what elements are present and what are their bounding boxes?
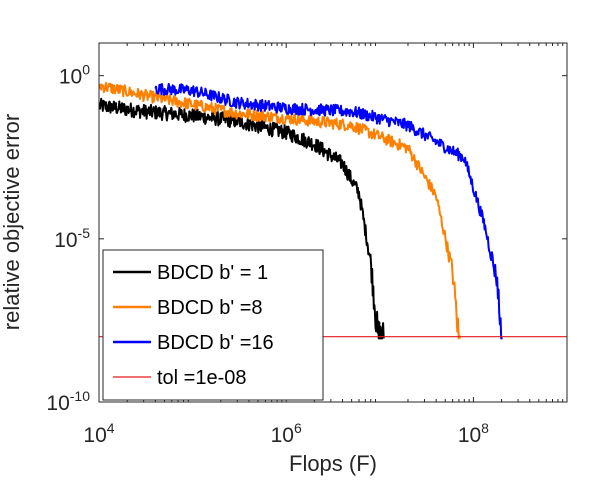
y-tick-label: 10-10 bbox=[46, 388, 90, 415]
legend-label: BDCD b' =8 bbox=[157, 297, 263, 319]
x-tick-label: 104 bbox=[83, 420, 114, 447]
x-axis-label: Flops (F) bbox=[289, 451, 377, 476]
axes-box bbox=[98, 42, 568, 403]
tick-group: 104 106 108 100 10-5 10-10 bbox=[46, 43, 567, 447]
y-tick-label: 10-5 bbox=[54, 225, 90, 252]
x-tick-label: 106 bbox=[271, 420, 302, 447]
legend-label: BDCD b' =16 bbox=[157, 332, 274, 354]
legend-label: tol =1e-08 bbox=[157, 367, 247, 389]
legend: BDCD b' = 1 BDCD b' =8 BDCD b' =16 tol =1e-… bbox=[102, 249, 324, 401]
y-tick-label: 100 bbox=[59, 62, 90, 89]
y-axis-label: relative objective error bbox=[0, 114, 24, 330]
series-line-3 bbox=[154, 82, 503, 340]
legend-box bbox=[102, 249, 324, 401]
x-tick-label: 108 bbox=[458, 420, 489, 447]
series-line-2 bbox=[99, 81, 461, 340]
legend-label: BDCD b' = 1 bbox=[157, 262, 268, 284]
